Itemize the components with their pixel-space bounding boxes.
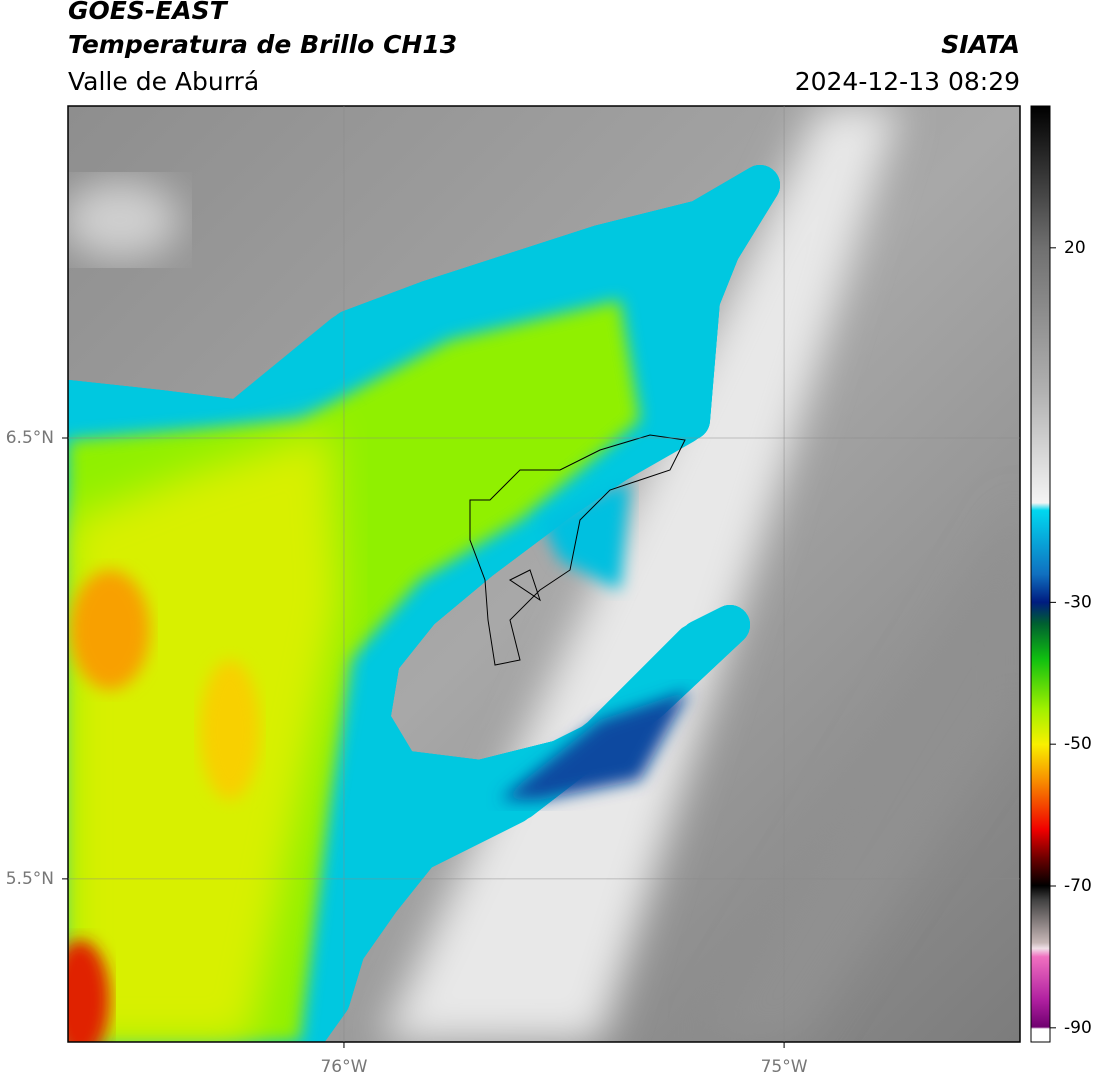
region: Valle de Aburrá	[68, 67, 259, 96]
source: SIATA	[941, 30, 1020, 59]
colorbar-label: -50	[1064, 734, 1092, 754]
lat-label: 5.5°N	[6, 869, 54, 889]
colorbar-label: -90	[1064, 1018, 1092, 1038]
colorbar-label: -70	[1064, 876, 1092, 896]
municipal-boundaries	[469, 434, 686, 666]
lon-label: 75°W	[761, 1057, 808, 1077]
map-frame	[67, 105, 1021, 1043]
colorbar-label: 20	[1064, 238, 1086, 258]
satellite-image	[68, 106, 1020, 1042]
lon-label: 76°W	[320, 1057, 367, 1077]
datetime: 2024-12-13 08:29	[795, 67, 1020, 96]
title: GOES-EAST	[68, 0, 229, 25]
colorbar	[1030, 105, 1051, 1043]
subtitle: Temperatura de Brillo CH13	[68, 30, 457, 59]
lat-label: 6.5°N	[6, 428, 54, 448]
colorbar-label: -30	[1064, 592, 1092, 612]
